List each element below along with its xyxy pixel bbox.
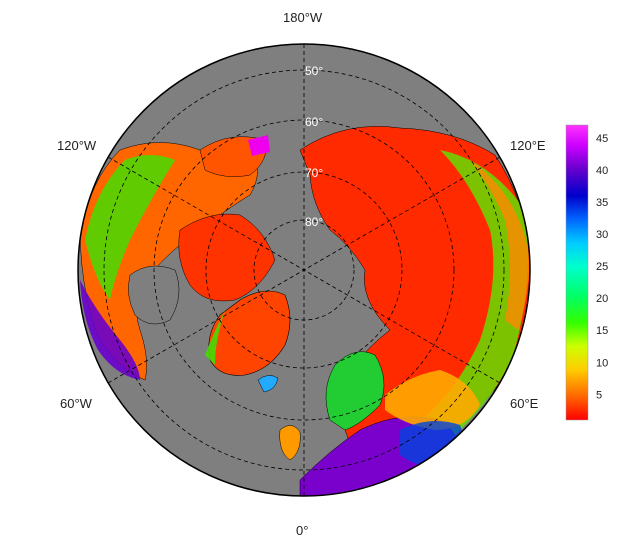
alaska-region bbox=[199, 136, 267, 177]
eurasia-east-edge bbox=[470, 160, 530, 330]
graticule bbox=[103, 44, 505, 496]
colorbar-tick-label: 15 bbox=[596, 325, 608, 337]
canadian-archipelago-region bbox=[178, 213, 276, 302]
lat-label-70: 70° bbox=[305, 166, 323, 180]
colorbar-ticks: 5 10 15 20 25 30 35 40 45 bbox=[596, 133, 608, 402]
colorbar-tick-label: 40 bbox=[596, 165, 608, 177]
lon-label-60e: 60°E bbox=[510, 396, 539, 411]
british-isles bbox=[279, 425, 301, 461]
lon-label-0: 0° bbox=[296, 523, 308, 538]
colorbar-tick-label: 20 bbox=[596, 293, 608, 305]
north-america-green-band bbox=[85, 155, 175, 300]
europe-blue-patch bbox=[400, 421, 463, 467]
lat-label-60: 60° bbox=[305, 115, 323, 129]
lon-label-120w: 120°W bbox=[57, 138, 97, 153]
colorbar-tick-label: 10 bbox=[596, 357, 608, 369]
colorbar-tick-label: 45 bbox=[596, 133, 608, 145]
colorbar bbox=[565, 124, 589, 421]
colorbar-tick-label: 5 bbox=[596, 389, 602, 401]
colorbar-tick-label: 25 bbox=[596, 261, 608, 273]
lon-label-180w: 180°W bbox=[283, 10, 323, 25]
north-america-blue-patch bbox=[80, 280, 140, 380]
lon-label-120e: 120°E bbox=[510, 138, 546, 153]
colorbar-tick-label: 35 bbox=[596, 197, 608, 209]
hudson-bay-water bbox=[128, 265, 180, 325]
ural-region bbox=[385, 370, 480, 430]
greenland-green-edge bbox=[205, 310, 225, 365]
eurasia-south-band bbox=[410, 150, 529, 455]
lat-label-50: 50° bbox=[305, 64, 323, 78]
colorbar-tick-label: 30 bbox=[596, 229, 608, 241]
globe-disc bbox=[78, 44, 530, 496]
lon-label-60w: 60°W bbox=[60, 396, 93, 411]
lat-label-80: 80° bbox=[305, 215, 323, 229]
globe-outline bbox=[77, 43, 531, 497]
scandinavia-region bbox=[325, 351, 385, 431]
iceland-island bbox=[257, 375, 279, 393]
alaska-magenta-tip bbox=[248, 135, 270, 156]
